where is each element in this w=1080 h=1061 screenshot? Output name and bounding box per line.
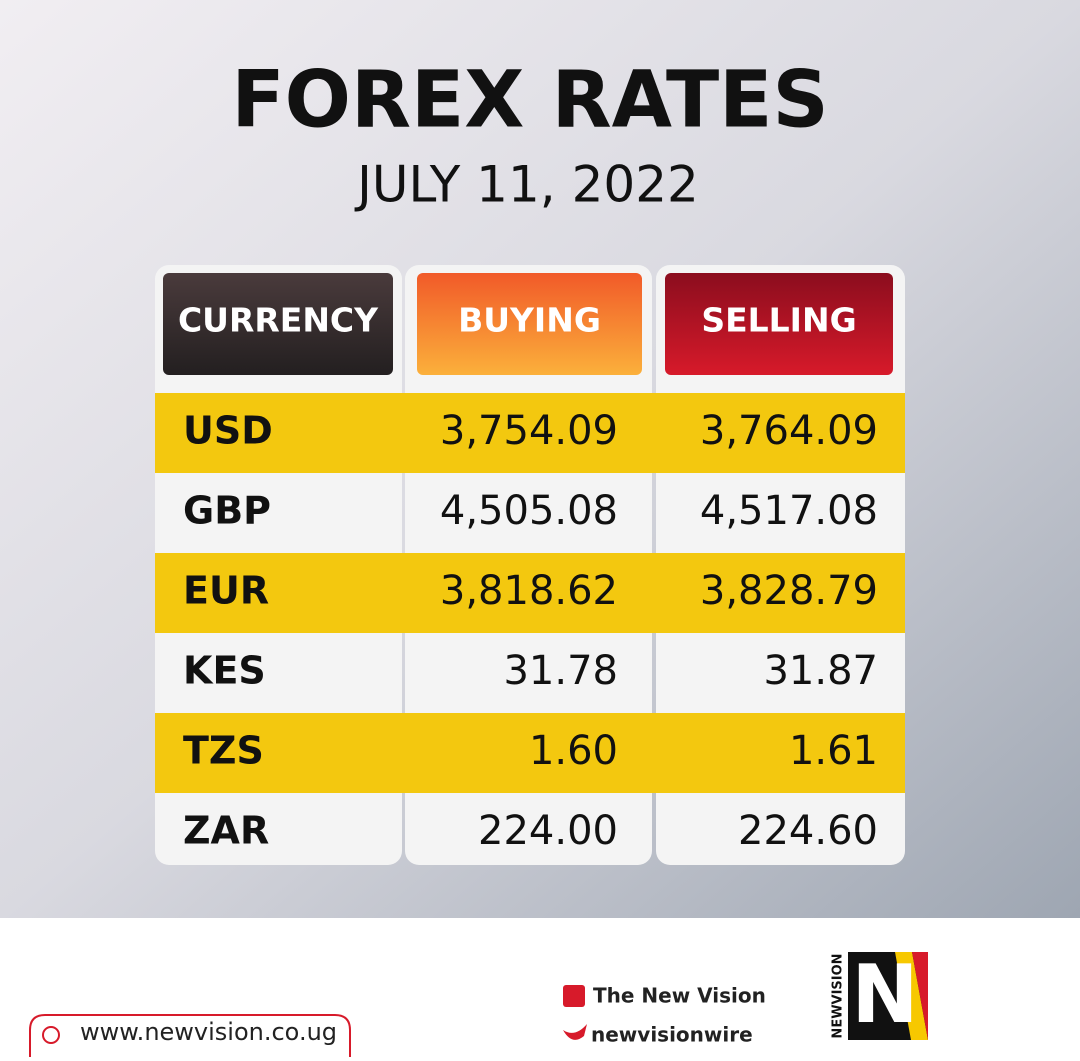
row-band	[155, 713, 905, 793]
currency-code: USD	[183, 409, 273, 453]
logo-stripe	[895, 952, 928, 1040]
buying-rate: 3,754.09	[440, 408, 618, 454]
facebook-icon	[563, 985, 585, 1007]
selling-rate: 224.60	[738, 808, 878, 854]
title: FOREX RATES	[231, 55, 828, 145]
buying-rate: 3,818.62	[440, 568, 618, 614]
selling-rate: 1.61	[789, 728, 878, 774]
globe-icon	[42, 1026, 60, 1044]
selling-rate: 4,517.08	[700, 488, 878, 534]
facebook: The New Vision	[593, 984, 766, 1008]
buying-rate: 31.78	[503, 648, 618, 694]
currency-code: EUR	[183, 569, 269, 613]
column-header-bg	[163, 273, 393, 375]
row-band	[155, 393, 905, 473]
twitter: newvisionwire	[591, 1023, 753, 1047]
column-header: CURRENCY	[178, 301, 379, 340]
column-header: BUYING	[458, 301, 601, 340]
buying-rate: 1.60	[529, 728, 618, 774]
rates-table: CURRENCY BUYING SELLING USD 3,754.09 3,764.09…	[155, 265, 905, 865]
selling-rate: 3,828.79	[700, 568, 878, 614]
buying-rate: 4,505.08	[440, 488, 618, 534]
column-header: SELLING	[701, 301, 856, 340]
buying-rate: 224.00	[478, 808, 618, 854]
row-band	[155, 553, 905, 633]
website: www.newvision.co.ug	[80, 1018, 337, 1046]
column-header-bg	[665, 273, 893, 375]
twitter-icon	[563, 1024, 587, 1040]
logo-mark: N	[852, 948, 919, 1041]
selling-rate: 3,764.09	[700, 408, 878, 454]
logo-stripe	[912, 952, 928, 1040]
currency-code: KES	[183, 649, 266, 693]
selling-rate: 31.87	[763, 648, 878, 694]
currency-code: TZS	[183, 729, 264, 773]
website-frame	[29, 1014, 351, 1057]
column-header-bg	[417, 273, 642, 375]
date: JULY 11, 2022	[354, 156, 699, 214]
currency-code: GBP	[183, 489, 271, 533]
logo-text: NEWVISION	[831, 953, 846, 1038]
currency-code: ZAR	[183, 809, 269, 853]
